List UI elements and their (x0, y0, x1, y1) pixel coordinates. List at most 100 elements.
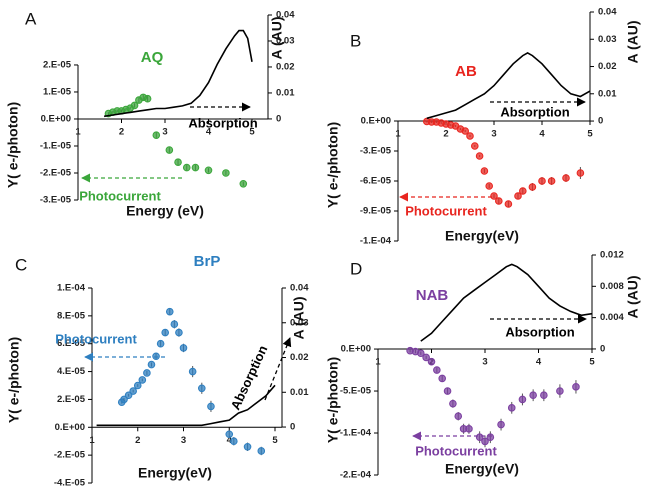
data-point (519, 187, 527, 195)
y2-tick-label: 0.02 (290, 352, 309, 363)
panel-label: C (15, 255, 27, 274)
x-tick-label: 1 (375, 357, 381, 368)
data-point (504, 200, 513, 208)
y-tick-label: 0.E+00 (55, 422, 85, 433)
data-point (486, 433, 495, 442)
y2-axis-label: A (AU) (269, 16, 285, 59)
y2-tick-label: 0.03 (598, 34, 617, 45)
data-point (152, 131, 161, 139)
data-point (443, 387, 452, 395)
x-tick-label: 4 (206, 126, 212, 137)
data-point (152, 352, 160, 361)
data-point (156, 339, 165, 348)
data-point (174, 158, 182, 166)
absorption-line (420, 263, 593, 342)
y-tick-label: -4.E-05 (54, 478, 86, 488)
data-point (556, 387, 564, 395)
y2-tick-label: 0.04 (598, 7, 617, 18)
y2-tick-label: 0.03 (290, 317, 309, 328)
data-point (438, 374, 447, 383)
x-tick-label: 4 (227, 435, 233, 446)
y2-tick-label: 0 (290, 422, 295, 433)
series-annotation: Absorption (188, 115, 257, 130)
y-tick-label: -3.E-05 (40, 195, 72, 206)
y2-tick-label: 0 (600, 343, 605, 354)
data-point (133, 381, 142, 390)
y2-axis-label: A (AU) (625, 20, 641, 63)
y-tick-label: -6.E-05 (360, 176, 392, 187)
y-tick-label: -1.E-04 (340, 428, 372, 439)
data-point (207, 402, 215, 411)
panel: 1 2 3 4 5 0.E+00 -3.E-05 -6.E-05 -9.E-05 -1.E-04 0… (325, 7, 641, 247)
y2-tick-label: 0.012 (600, 250, 624, 261)
data-point (497, 420, 505, 429)
y2-tick-label: 0.02 (598, 61, 617, 72)
x-axis-label: Energy (eV) (126, 203, 204, 219)
data-point (518, 395, 527, 404)
y2-tick-label: 0.01 (276, 87, 295, 98)
y2-tick-label: 0.01 (598, 88, 617, 99)
x-tick-label: 5 (587, 129, 593, 140)
x-tick-label: 5 (272, 435, 278, 446)
data-point (243, 442, 252, 451)
data-point (204, 166, 213, 175)
x-tick-label: 2 (443, 129, 448, 140)
panel-label: B (350, 31, 361, 50)
y2-tick-label: 0.004 (600, 312, 624, 323)
y2-axis-label: A (AU) (625, 275, 641, 318)
y2-tick-label: 0.02 (276, 61, 295, 72)
x-tick-label: 2 (119, 126, 124, 137)
data-point (481, 437, 489, 446)
panel: 1 2 3 4 5 2.E-05 1.E-05 0.E+00 -1.E-05 -2.E-05 -3.… (5, 9, 296, 218)
data-point (475, 152, 484, 160)
data-point (417, 349, 425, 358)
compound-title: AQ (141, 49, 164, 66)
compound-title: NAB (416, 287, 449, 304)
y2-tick-label: 0 (598, 116, 603, 127)
y-tick-label: -5.E-05 (340, 386, 372, 397)
y-tick-label: -9.E-05 (360, 206, 392, 217)
data-point (179, 344, 188, 352)
x-tick-label: 4 (539, 129, 545, 140)
x-tick-label: 5 (589, 357, 595, 368)
data-point (540, 391, 548, 400)
data-point (471, 142, 479, 150)
x-tick-label: 5 (249, 126, 255, 137)
y2-tick-label: 0.03 (276, 35, 295, 46)
data-point (485, 182, 494, 190)
data-point (449, 399, 457, 408)
y-tick-label: 0.E+00 (341, 344, 371, 355)
absorption-line (103, 29, 253, 118)
y-tick-label: 1.E-04 (57, 283, 86, 294)
x-tick-label: 3 (181, 435, 186, 446)
series-annotation: Absorption (500, 104, 569, 119)
data-point (170, 320, 179, 329)
x-tick-label: 3 (491, 129, 496, 140)
compound-title: AB (455, 63, 477, 80)
panel-label: D (350, 259, 362, 278)
data-point (143, 94, 152, 103)
panel: 1 2 3 4 5 1.E-04 8.E-05 6.E-05 4.E-05 2.E-05 0.E+0… (6, 253, 310, 488)
x-tick-label: 2 (135, 435, 140, 446)
data-point (225, 430, 234, 439)
data-point (165, 146, 174, 154)
y-tick-label: 2.E-05 (43, 59, 72, 70)
data-point (191, 163, 200, 172)
y-tick-label: -2.E-04 (340, 470, 372, 481)
series-annotation: Photocurrent (405, 203, 487, 218)
data-point (433, 366, 441, 374)
data-point (562, 174, 570, 182)
x-axis-label: Energy(eV) (138, 465, 212, 481)
data-point (529, 391, 537, 400)
y-tick-label: -2.E-05 (40, 168, 72, 179)
data-point (461, 127, 470, 135)
y-tick-label: -1.E-05 (40, 141, 72, 152)
y-tick-label: 6.E-05 (57, 338, 86, 349)
y2-tick-label: 0.01 (290, 387, 309, 398)
y2-tick-label: 0.008 (600, 281, 624, 292)
data-point (182, 163, 191, 172)
data-point (188, 367, 197, 376)
data-point (222, 169, 230, 177)
data-point (466, 132, 474, 140)
